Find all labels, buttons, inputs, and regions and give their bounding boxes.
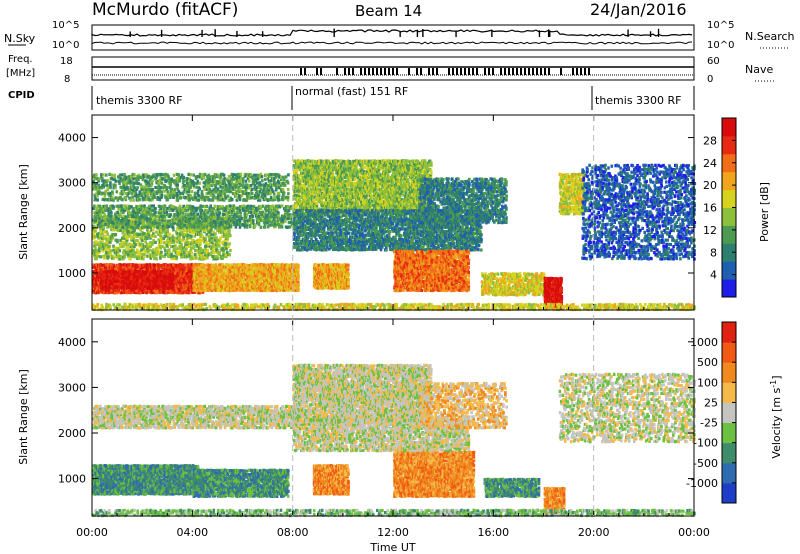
freq-dot (520, 68, 522, 75)
nsearch-label: N.Search (745, 30, 795, 43)
freq-dot (488, 68, 490, 75)
freq-dot (300, 68, 302, 75)
beam-title: Beam 14 (355, 2, 422, 20)
freq-dot (452, 68, 454, 75)
date-title: 24/Jan/2016 (590, 0, 687, 19)
freq-dot (524, 68, 526, 75)
range-time-plot: McMurdo (fitACF) Beam 14 24/Jan/2016 N.S… (0, 0, 800, 554)
freq-label: Freq. (8, 54, 33, 65)
freq-dot (460, 68, 462, 75)
freq-dot (364, 68, 366, 75)
freq-dot (436, 68, 438, 75)
freq-dot (572, 68, 574, 75)
freq-dot (540, 68, 542, 75)
nsky-panel-frame (92, 25, 694, 50)
cpid-segment-1: themis 3300 RF (96, 94, 183, 107)
freq-dot (408, 68, 410, 75)
freq-dot (420, 68, 422, 75)
freq-dot (528, 68, 530, 75)
freq-dot (368, 68, 370, 75)
freq-tick-top: 18 (60, 56, 73, 67)
nsearch-tick-bottom: 10^0 (707, 40, 734, 51)
freq-dot (476, 68, 478, 75)
freq-dot (544, 68, 546, 75)
power-scatter (92, 159, 696, 311)
freq-dot (588, 68, 590, 75)
nsearch-line (92, 41, 692, 44)
freq-dot (448, 68, 450, 75)
freq-dot (492, 68, 494, 75)
freq-dot (464, 68, 466, 75)
freq-dot (536, 68, 538, 75)
cpid-label: CPID (8, 90, 35, 101)
freq-dot (376, 68, 378, 75)
freq-dot (500, 68, 502, 75)
nave-label: Nave (745, 63, 773, 76)
nsky-trace (92, 29, 692, 44)
freq-dot (380, 68, 382, 75)
freq-dot (416, 68, 418, 75)
freq-dot (336, 68, 338, 75)
freq-dot (316, 68, 318, 75)
nave-tick-bottom: 0 (707, 74, 713, 85)
freq-dot (320, 68, 322, 75)
freq-unit-label: [MHz] (6, 68, 35, 79)
nsky-tick-bottom: 10^0 (52, 40, 79, 51)
freq-dot (584, 68, 586, 75)
freq-dot (428, 68, 430, 75)
freq-dot (576, 68, 578, 75)
freq-dot (512, 68, 514, 75)
freq-dot (392, 68, 394, 75)
freq-dot (352, 68, 354, 75)
freq-dot (484, 68, 486, 75)
freq-dot (532, 68, 534, 75)
freq-dot (516, 68, 518, 75)
station-title: McMurdo (fitACF) (92, 0, 238, 20)
freq-dot (372, 68, 374, 75)
nsky-tick-top: 10^5 (52, 20, 79, 31)
freq-dot (432, 68, 434, 75)
cpid-segment-3: themis 3300 RF (595, 94, 682, 107)
plot-canvas: McMurdo (fitACF) Beam 14 24/Jan/2016 N.S… (0, 0, 800, 554)
freq-dot (348, 68, 350, 75)
freq-dot (388, 68, 390, 75)
freq-dot (560, 68, 562, 75)
freq-dot (384, 68, 386, 75)
nsky-label: N.Sky (4, 32, 36, 45)
nsearch-tick-top: 10^5 (707, 20, 734, 31)
nave-tick-top: 60 (707, 56, 720, 67)
freq-trace (92, 67, 694, 75)
freq-dot (580, 68, 582, 75)
freq-tick-bottom: 8 (64, 74, 70, 85)
cpid-segment-2: normal (fast) 151 RF (295, 85, 408, 98)
freq-dot (548, 68, 550, 75)
freq-dot (508, 68, 510, 75)
freq-dot (304, 68, 306, 75)
freq-dot (344, 68, 346, 75)
freq-dot (396, 68, 398, 75)
nsky-line (92, 30, 692, 36)
freq-dot (504, 68, 506, 75)
freq-dot (360, 68, 362, 75)
freq-dot (468, 68, 470, 75)
freq-dot (472, 68, 474, 75)
freq-dot (456, 68, 458, 75)
